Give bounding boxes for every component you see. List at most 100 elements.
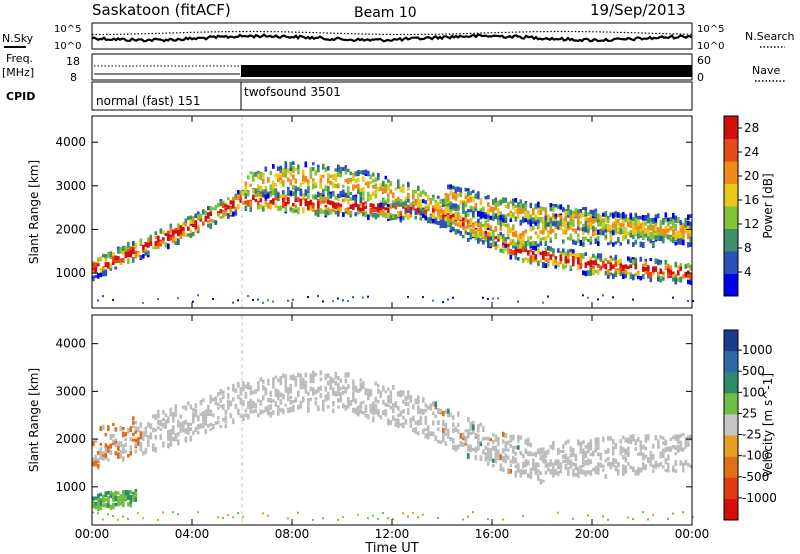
- data-cell: [632, 259, 635, 266]
- data-cell: [622, 455, 625, 460]
- data-cell: [557, 213, 560, 218]
- data-cell: [507, 448, 510, 452]
- nave-tick-60: 60: [697, 54, 711, 67]
- data-cell: [589, 223, 593, 229]
- data-cell: [637, 272, 640, 276]
- data-cell: [619, 264, 623, 270]
- data-cell: [222, 517, 224, 520]
- data-cell: [362, 190, 365, 196]
- data-cell: [537, 219, 540, 224]
- data-cell: [597, 222, 600, 227]
- data-cell: [152, 447, 155, 452]
- data-cell: [677, 434, 680, 440]
- data-cell: [612, 273, 615, 279]
- data-cell: [522, 469, 525, 475]
- data-cell: [114, 266, 118, 270]
- data-cell: [502, 245, 505, 249]
- data-cell: [124, 494, 128, 500]
- data-cell: [594, 218, 598, 223]
- data-cell: [387, 193, 390, 198]
- data-cell: [372, 203, 375, 209]
- x-tick-label: 16:00: [475, 527, 510, 541]
- data-cell: [617, 461, 620, 465]
- data-cell: [542, 447, 545, 454]
- data-cell: [359, 378, 363, 382]
- data-cell: [569, 452, 573, 457]
- data-cell: [424, 205, 428, 211]
- data-cell: [677, 236, 680, 241]
- data-cell: [192, 430, 195, 436]
- data-cell: [404, 196, 408, 203]
- data-cell: [642, 215, 645, 219]
- data-cell: [597, 437, 600, 443]
- data-cell: [484, 436, 488, 441]
- data-cell: [464, 216, 468, 223]
- data-cell: [317, 191, 320, 198]
- data-cell: [519, 451, 523, 456]
- data-cell: [654, 266, 658, 270]
- data-cell: [244, 408, 248, 413]
- data-cell: [294, 178, 298, 184]
- data-cell: [479, 422, 483, 427]
- data-cell: [467, 232, 470, 236]
- data-cell: [264, 194, 268, 199]
- data-cell: [494, 236, 498, 240]
- data-cell: [522, 218, 525, 223]
- data-cell: [482, 207, 485, 212]
- data-cell: [612, 257, 615, 261]
- data-cell: [664, 218, 668, 223]
- data-cell: [494, 452, 498, 458]
- x-tick-label: 00:00: [675, 527, 710, 541]
- data-cell: [469, 205, 473, 210]
- data-cell: [287, 299, 289, 302]
- data-cell: [459, 221, 463, 226]
- data-cell: [567, 205, 570, 211]
- data-cell: [627, 271, 630, 275]
- data-cell: [312, 204, 315, 208]
- data-cell: [489, 456, 493, 462]
- data-cell: [602, 222, 605, 228]
- data-cell: [347, 398, 350, 404]
- data-cell: [477, 433, 480, 440]
- data-cell: [667, 456, 670, 461]
- data-cell: [232, 516, 234, 519]
- data-cell: [684, 436, 688, 443]
- data-cell: [609, 262, 613, 266]
- data-cell: [614, 241, 618, 245]
- data-cell: [522, 208, 525, 214]
- data-cell: [632, 435, 635, 441]
- data-cell: [169, 435, 173, 440]
- data-cell: [562, 460, 565, 464]
- data-cell: [217, 212, 220, 217]
- data-cell: [474, 207, 478, 212]
- data-cell: [607, 218, 610, 223]
- data-cell: [507, 468, 510, 475]
- data-cell: [447, 432, 450, 439]
- data-cell: [344, 387, 348, 394]
- data-cell: [469, 421, 473, 428]
- data-cell: [109, 251, 113, 258]
- data-cell: [579, 443, 583, 448]
- data-cell: [257, 185, 260, 192]
- data-cell: [659, 231, 663, 237]
- data-cell: [307, 179, 310, 185]
- data-cell: [662, 449, 665, 454]
- data-cell: [562, 222, 565, 227]
- data-cell: [632, 227, 635, 232]
- data-cell: [557, 248, 560, 253]
- data-cell: [332, 408, 335, 414]
- data-cell: [439, 219, 443, 225]
- data-cell: [609, 241, 613, 245]
- data-cell: [354, 212, 358, 217]
- data-cell: [572, 219, 575, 224]
- data-cell: [464, 187, 468, 192]
- data-cell: [292, 399, 295, 404]
- data-cell: [319, 377, 323, 382]
- data-cell: [567, 209, 570, 216]
- data-cell: [444, 200, 448, 206]
- colorbar-tick-label: 100: [742, 385, 765, 399]
- data-cell: [352, 397, 355, 403]
- data-cell: [474, 202, 478, 209]
- data-cell: [662, 275, 665, 279]
- data-cell: [94, 460, 98, 466]
